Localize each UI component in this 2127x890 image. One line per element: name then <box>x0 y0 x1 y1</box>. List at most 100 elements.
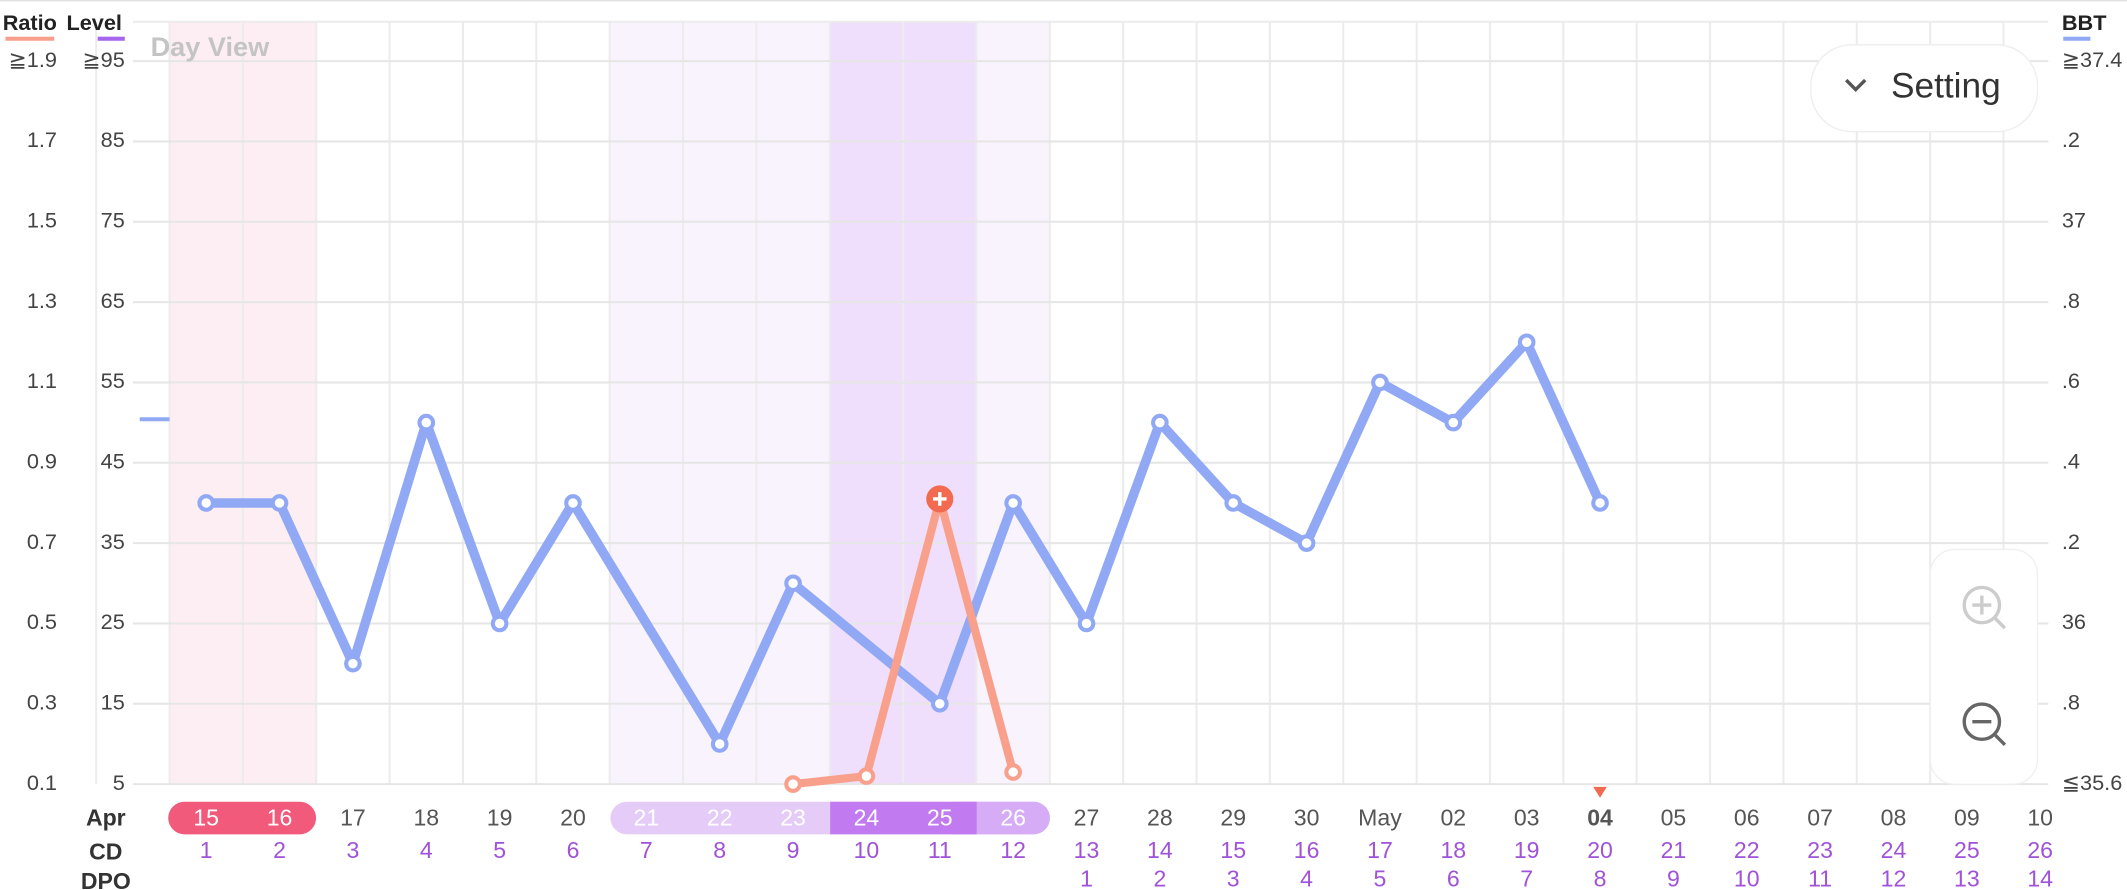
date-label: 25 <box>927 804 953 830</box>
cd-value: 15 <box>1220 837 1246 863</box>
point <box>270 494 289 512</box>
date-label: 08 <box>1881 804 1907 830</box>
date-label: 09 <box>1954 804 1980 830</box>
date-label: 24 <box>854 804 880 830</box>
dpo-value: 14 <box>2027 866 2053 890</box>
zoom-in-handle <box>1994 617 2007 630</box>
cd-value: 19 <box>1514 837 1540 863</box>
cd-value: 14 <box>1147 837 1173 863</box>
point <box>1371 373 1389 392</box>
date-label: 03 <box>1514 804 1540 830</box>
date-label: 26 <box>1000 804 1026 830</box>
ratio-tick-label: 0.1 <box>27 770 57 795</box>
zoom-out-icon[interactable] <box>1962 702 2002 742</box>
zoom-in[interactable] <box>1962 585 2007 630</box>
date-label: 04 <box>1587 804 1613 830</box>
point <box>564 494 582 512</box>
setting-button-bg[interactable] <box>1810 44 2039 133</box>
dpo-value: 12 <box>1881 866 1907 890</box>
dpo-value: 7 <box>1520 866 1533 890</box>
dpo-value: 6 <box>1447 866 1460 890</box>
point <box>1004 763 1022 781</box>
zoom-in-icon[interactable] <box>1962 585 2002 625</box>
date-label: 06 <box>1734 804 1760 830</box>
bbt-tick-label: .4 <box>2062 449 2080 474</box>
date-label: 23 <box>780 804 806 830</box>
dpo-value: 11 <box>1808 866 1832 890</box>
level-tick-label: ≧95 <box>83 47 125 72</box>
cd-value: 21 <box>1661 837 1687 863</box>
point <box>710 735 729 753</box>
cd-value: 17 <box>1367 837 1393 863</box>
date-label: 18 <box>413 804 439 830</box>
dpo-label: DPO <box>81 868 131 890</box>
cd-value: 8 <box>713 837 726 863</box>
point <box>1151 413 1169 432</box>
dpo-value: 5 <box>1374 866 1387 890</box>
dpo-value: 4 <box>1300 866 1313 890</box>
setting-button[interactable]: Setting <box>1810 44 2039 133</box>
bbt-tick-label: ≦35.6 <box>2062 770 2122 795</box>
setting-label[interactable]: Setting <box>1891 67 2001 106</box>
point <box>1004 494 1022 512</box>
ratio-tick-label: 0.3 <box>27 690 57 715</box>
date-label: 19 <box>487 804 513 830</box>
level-legend: Level <box>66 10 121 35</box>
period-pill <box>168 801 317 835</box>
date-label: 05 <box>1661 804 1687 830</box>
bbt-tick-label: 37 <box>2062 208 2086 233</box>
ovulation-pill <box>830 801 977 835</box>
point <box>344 654 362 673</box>
cd-value: 9 <box>787 837 800 863</box>
point <box>930 694 949 713</box>
zoom-panel <box>1929 548 2039 785</box>
cd-value: 1 <box>200 837 213 863</box>
cd-value: 10 <box>854 837 880 863</box>
point <box>784 574 802 593</box>
ratio-tick-label: 1.3 <box>27 288 57 313</box>
bbt-legend: BBT <box>2062 10 2107 35</box>
dpo-value: 1 <box>1080 866 1093 890</box>
month-label: Apr <box>86 804 126 830</box>
fertile-band <box>610 21 831 785</box>
series-line <box>206 337 1605 749</box>
cd-value: 12 <box>1000 837 1026 863</box>
level-tick-label: 85 <box>101 127 125 152</box>
cd-value: 5 <box>493 837 506 863</box>
date-label: 10 <box>2027 804 2053 830</box>
level-legend-key <box>97 36 125 41</box>
zoom-out[interactable] <box>1962 702 2007 746</box>
date-label: 21 <box>634 804 660 830</box>
bbt-tick-label: .2 <box>2062 127 2080 152</box>
cd-value: 4 <box>420 837 433 863</box>
ratio-tick-label: ≧1.9 <box>9 47 57 72</box>
level-tick-label: 25 <box>101 609 125 634</box>
dpo-value: 2 <box>1153 866 1166 890</box>
point <box>417 413 436 432</box>
date-label: 15 <box>193 804 219 830</box>
date-label: 02 <box>1440 804 1466 830</box>
cd-value: 16 <box>1294 837 1320 863</box>
view-label: Day View <box>151 31 271 62</box>
marks <box>197 333 1609 793</box>
date-label: 30 <box>1294 804 1320 830</box>
date-label: 22 <box>707 804 733 830</box>
dpo-value: 8 <box>1594 866 1607 890</box>
cd-value: 22 <box>1734 837 1760 863</box>
cd-value: 11 <box>928 837 952 863</box>
ratio-tick-label: 0.9 <box>27 449 57 474</box>
chevron <box>1845 78 1867 92</box>
dpo-value: 13 <box>1954 866 1980 890</box>
point <box>1517 333 1536 352</box>
level-tick-label: 55 <box>101 368 125 393</box>
point <box>1444 413 1463 432</box>
fertile-band <box>976 21 1050 785</box>
date-label: 20 <box>560 804 586 830</box>
grid <box>95 20 2049 786</box>
bbt-legend-key <box>2063 36 2091 41</box>
ratio-legend: Ratio <box>3 10 57 35</box>
bbt-tick-label: .6 <box>2062 368 2080 393</box>
point <box>1224 494 1243 512</box>
